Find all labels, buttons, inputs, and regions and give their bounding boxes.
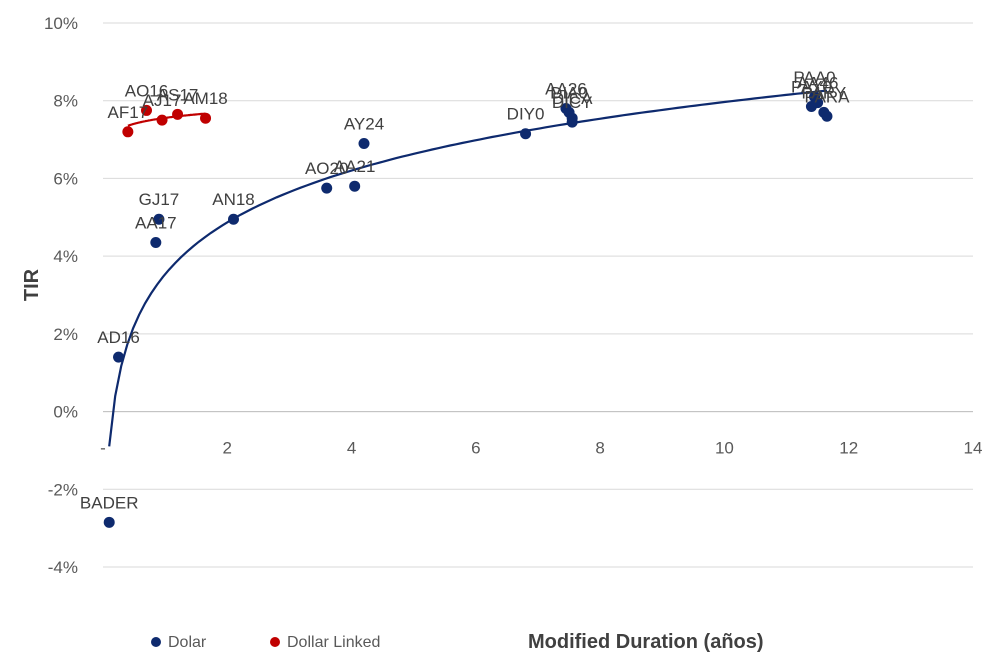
data-point [156, 114, 168, 126]
data-label: AO20 [305, 159, 348, 178]
data-point [321, 182, 333, 194]
data-label: GJ17 [139, 190, 180, 209]
data-point [141, 104, 152, 116]
trendline-dolar [108, 89, 828, 447]
data-point [103, 516, 115, 528]
data-label: PARY [801, 83, 846, 102]
data-point [122, 126, 134, 138]
data-point [228, 213, 239, 225]
x-tick-label: 4 [347, 439, 356, 458]
data-label: AM18 [183, 89, 227, 108]
data-point [566, 116, 578, 128]
data-label: PAY0 [791, 78, 832, 97]
legend-marker-dollar-linked [270, 637, 280, 647]
data-label: DIY0 [507, 105, 545, 124]
legend: Dolar Dollar Linked [151, 634, 380, 651]
legend-label-dollar-linked: Dollar Linked [287, 634, 380, 651]
data-label: AA26 [545, 79, 587, 98]
data-point [150, 237, 162, 249]
data-point [520, 128, 532, 140]
data-label: AA21 [334, 157, 376, 176]
legend-marker-dolar [151, 637, 161, 647]
x-axis-tick-labels: - 2 4 6 8 10 12 14 [100, 439, 982, 458]
y-tick-label: -4% [48, 558, 78, 577]
x-tick-label: 8 [595, 439, 604, 458]
data-label: AF17 [108, 103, 149, 122]
data-label: DIA0 [550, 83, 588, 102]
data-label: DICY [552, 93, 593, 112]
data-point [200, 112, 212, 124]
y-axis-title: TIR [21, 268, 43, 301]
y-tick-label: 10% [44, 14, 78, 33]
data-points [103, 91, 833, 528]
data-label: AD16 [97, 328, 140, 347]
y-tick-label: 0% [53, 403, 78, 422]
y-tick-label: 6% [53, 169, 78, 188]
data-label: AJ17 [143, 91, 182, 110]
data-label: AA46 [797, 74, 839, 93]
data-point [358, 137, 370, 149]
data-label: DICA [552, 89, 593, 108]
x-tick-label: 6 [471, 439, 480, 458]
data-point [812, 97, 824, 109]
x-tick-label: - [100, 439, 106, 458]
data-label: PARA [804, 87, 850, 106]
y-tick-label: -2% [48, 480, 78, 499]
x-tick-label: 2 [223, 439, 232, 458]
x-tick-label: 10 [715, 439, 734, 458]
y-tick-label: 2% [53, 325, 78, 344]
data-label: BADER [80, 493, 139, 512]
data-label: AA17 [135, 214, 177, 233]
data-point [113, 351, 125, 363]
data-label: AO16 [125, 81, 168, 100]
legend-label-dolar: Dolar [168, 634, 207, 651]
trendlines [108, 89, 828, 447]
data-point [349, 180, 361, 192]
y-tick-label: 4% [53, 247, 78, 266]
data-label: AS17 [157, 85, 199, 104]
x-axis-title: Modified Duration (años) [528, 631, 764, 652]
y-tick-label: 8% [53, 92, 78, 111]
data-label: AN18 [212, 190, 255, 209]
data-point [153, 213, 165, 225]
data-point [821, 110, 833, 122]
data-point [172, 108, 184, 120]
y-axis-tick-labels: 10% 8% 6% 4% 2% 0% -2% -4% [44, 14, 78, 577]
x-tick-label: 12 [839, 439, 858, 458]
data-label: PAA0 [793, 68, 835, 87]
data-label: AY24 [344, 114, 384, 133]
x-tick-label: 14 [964, 439, 983, 458]
